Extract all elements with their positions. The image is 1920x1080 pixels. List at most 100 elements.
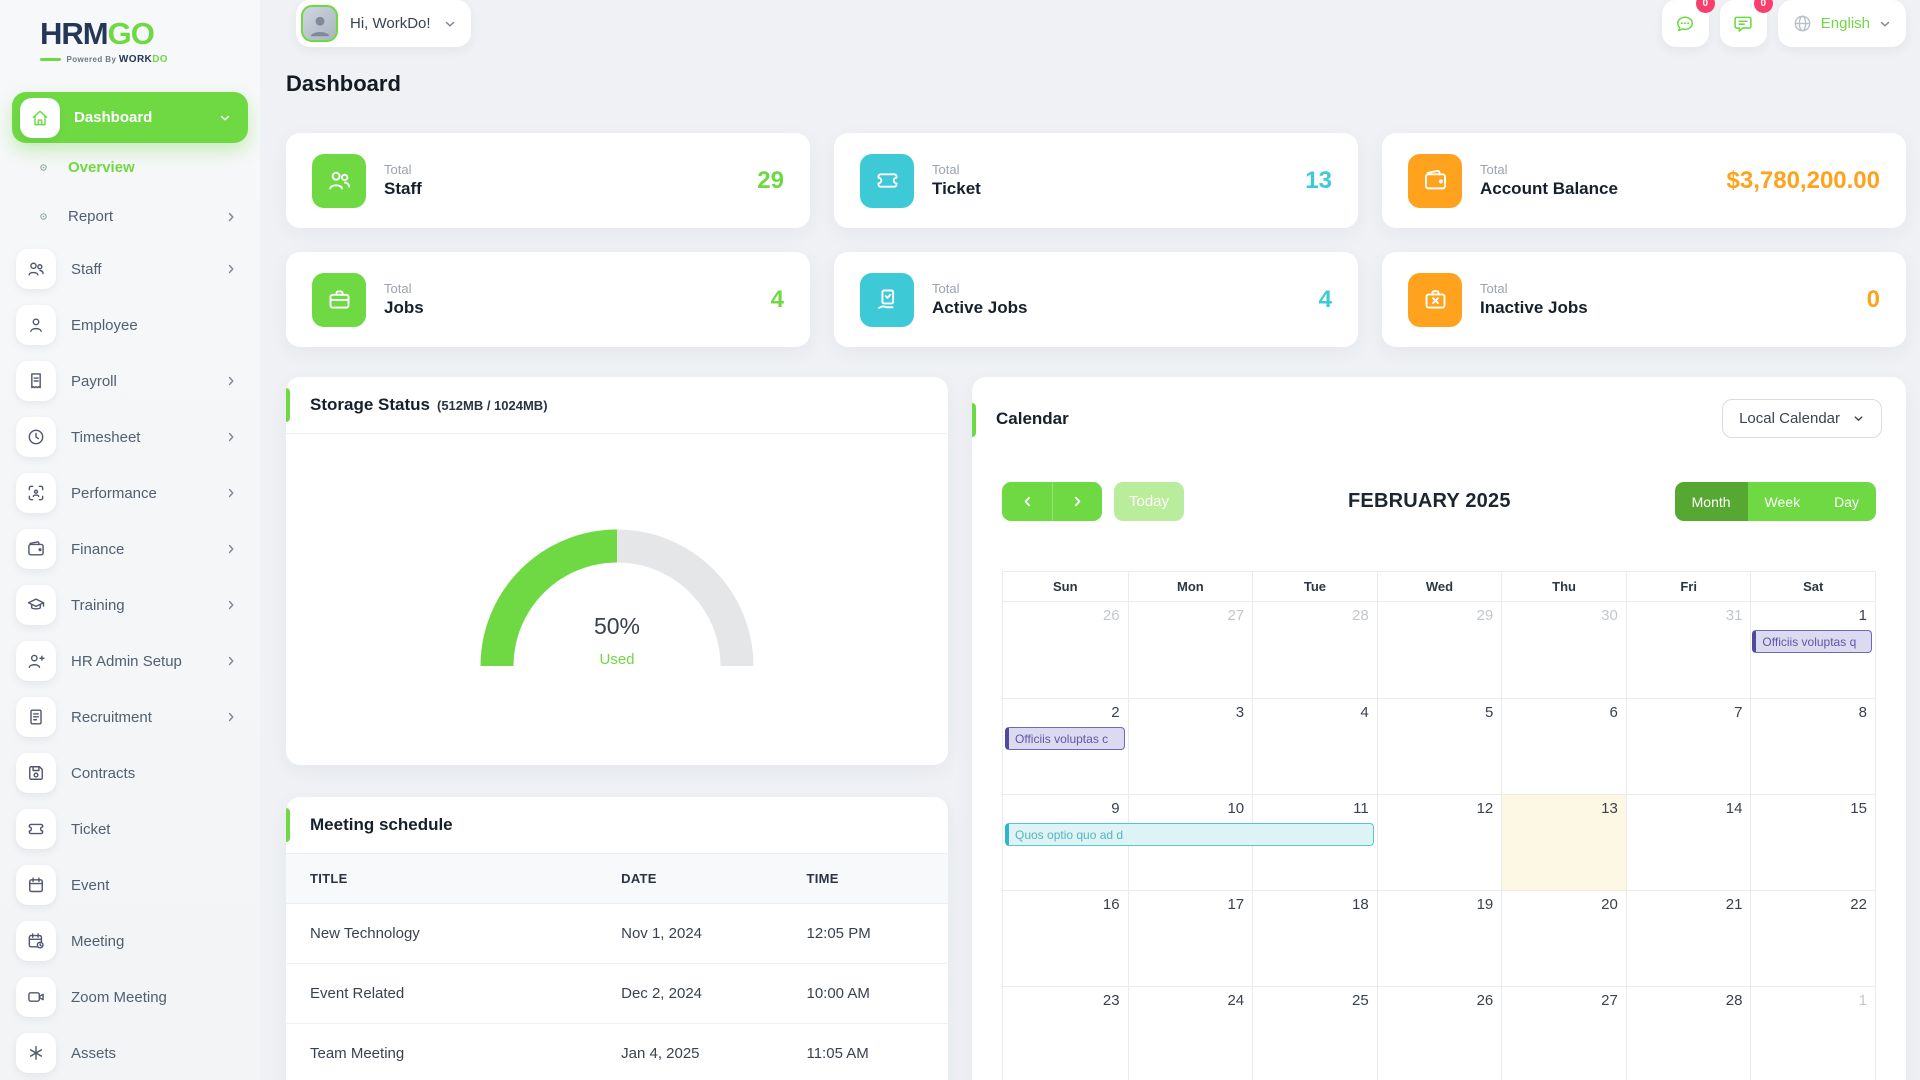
calendar-day-cell[interactable]: 17 xyxy=(1127,891,1253,986)
calendar-grid: Sun Mon Tue Wed Thu Fri Sat 26 27 28 29 30 31 1 Offic… xyxy=(1002,571,1876,1080)
calendar-day-cell[interactable]: 22 xyxy=(1750,891,1875,986)
calendar-day-cell[interactable]: 7 xyxy=(1625,699,1751,794)
calendar-icon xyxy=(16,865,56,905)
calendar-day-cell[interactable]: 25 xyxy=(1252,987,1377,1080)
calendar-day-cell[interactable]: 20 xyxy=(1501,891,1626,986)
sidebar-item-finance[interactable]: Finance xyxy=(12,521,248,577)
sidebar-item-timesheet[interactable]: Timesheet xyxy=(12,409,248,465)
main-area: Hi, WorkDo! 0 0 English Dashboard Total S… xyxy=(260,0,1920,1080)
calendar-day-cell[interactable]: 29 xyxy=(1376,602,1502,698)
sidebar-item-ticket[interactable]: Ticket xyxy=(12,801,248,857)
meeting-row: New Technology Nov 1, 2024 12:05 PM xyxy=(286,903,948,964)
calendar-day-cell[interactable]: 26 xyxy=(1376,987,1502,1080)
video-icon xyxy=(16,977,56,1017)
notifications-button[interactable]: 0 xyxy=(1719,0,1773,47)
calendar-day-cell[interactable]: 30 xyxy=(1501,602,1626,698)
stat-card-active-jobs: Total Active Jobs 4 xyxy=(834,252,1358,347)
calendar-day-cell[interactable]: 27 xyxy=(1127,602,1253,698)
stat-prefix: Total xyxy=(384,162,412,177)
calendar-day-cell[interactable]: 12 xyxy=(1376,795,1502,890)
calendar-today-button[interactable]: Today xyxy=(1114,482,1185,521)
calendar-day-cell[interactable]: 8 xyxy=(1750,699,1875,794)
calendar-day-cell[interactable]: 16 xyxy=(1102,896,1120,913)
meeting-schedule-card: Meeting schedule TITLE DATE TIME New Tec… xyxy=(286,797,948,1080)
storage-usage-label: (512MB / 1024MB) xyxy=(436,397,548,413)
meeting-time: 12:05 PM xyxy=(782,903,948,964)
gauge-percent-label: 50% xyxy=(594,613,640,639)
greeting-label: Hi, WorkDo! xyxy=(350,15,431,32)
notifications-badge: 0 xyxy=(1753,0,1773,13)
sidebar-item-dashboard[interactable]: Dashboard xyxy=(12,92,248,143)
calendar-day-cell[interactable]: 31 xyxy=(1625,602,1751,698)
calendar-day-cell[interactable]: 6 xyxy=(1501,699,1626,794)
calendar-day-cell[interactable]: 1 xyxy=(1750,602,1875,698)
stat-value: 13 xyxy=(1305,166,1332,194)
calendar-event[interactable]: Officiis voluptas c xyxy=(1005,727,1125,750)
stat-prefix: Total xyxy=(1480,281,1508,296)
calendar-day-cell[interactable]: 1 xyxy=(1750,987,1875,1080)
calendar-event[interactable]: Officiis voluptas q xyxy=(1752,630,1872,653)
app-logo[interactable]: HRMGO Powered By WORKDO xyxy=(0,0,260,78)
calendar-day-cell[interactable]: 28 xyxy=(1252,602,1377,698)
calendar-day-cell-today[interactable]: 13 xyxy=(1501,795,1626,890)
sidebar-item-zoom-meeting[interactable]: Zoom Meeting xyxy=(12,969,248,1025)
calendar-week-row: 23 24 25 26 27 28 1 xyxy=(1003,986,1875,1080)
sidebar-item-hr-admin-setup[interactable]: HR Admin Setup xyxy=(12,633,248,689)
calendar-day-header-sun: Sun xyxy=(1003,572,1128,602)
document-icon xyxy=(16,697,56,737)
user-menu[interactable]: Hi, WorkDo! xyxy=(296,0,471,47)
save-icon xyxy=(16,753,56,793)
globe-icon xyxy=(1792,13,1813,34)
language-selector[interactable]: English xyxy=(1777,0,1906,47)
calendar-day-cell[interactable]: 23 xyxy=(1102,992,1120,1009)
calendar-day-cell[interactable]: 19 xyxy=(1376,891,1502,986)
calendar-day-cell[interactable]: 3 xyxy=(1127,699,1253,794)
stat-value: 29 xyxy=(757,166,784,194)
calendar-day-cell[interactable]: 5 xyxy=(1376,699,1502,794)
sidebar-item-training[interactable]: Training xyxy=(12,577,248,633)
stat-value: 0 xyxy=(1866,285,1880,313)
calendar-day-cell[interactable]: 28 xyxy=(1625,987,1751,1080)
stat-prefix: Total xyxy=(384,281,412,296)
calendar-day-cell[interactable]: 15 xyxy=(1750,795,1875,890)
calendar-view-month-button[interactable]: Month xyxy=(1674,482,1748,521)
calendar-day-cell[interactable]: 26 xyxy=(1102,607,1120,624)
calendar-day-cell[interactable]: 4 xyxy=(1252,699,1377,794)
calendar-day-cell[interactable]: 18 xyxy=(1252,891,1377,986)
sidebar-item-staff[interactable]: Staff xyxy=(12,241,248,297)
receipt-icon xyxy=(16,361,56,401)
sidebar-item-overview[interactable]: Overview xyxy=(12,143,248,192)
sidebar-item-employee[interactable]: Employee xyxy=(12,297,248,353)
stat-card-account-balance: Total Account Balance $3,780,200.00 xyxy=(1382,133,1906,228)
meeting-date: Jan 4, 2025 xyxy=(597,1023,783,1080)
calendar-next-button[interactable] xyxy=(1052,482,1102,521)
sidebar-item-event[interactable]: Event xyxy=(12,857,248,913)
calendar-day-cell[interactable]: 21 xyxy=(1625,891,1751,986)
sidebar-item-contracts[interactable]: Contracts xyxy=(12,745,248,801)
calendar-day-cell[interactable]: 9 xyxy=(1111,800,1120,817)
wallet-icon xyxy=(16,529,56,569)
chevron-right-icon xyxy=(224,374,238,388)
calendar-event[interactable]: Quos optio quo ad d xyxy=(1005,823,1374,846)
sidebar-item-assets[interactable]: Assets xyxy=(12,1025,248,1080)
calendar-prev-button[interactable] xyxy=(1002,482,1052,521)
calendar-day-cell[interactable]: 14 xyxy=(1625,795,1751,890)
calendar-source-select[interactable]: Local Calendar xyxy=(1722,399,1882,438)
meeting-title: New Technology xyxy=(286,903,598,964)
calendar-view-day-button[interactable]: Day xyxy=(1817,482,1876,521)
calendar-day-cell[interactable]: 2 xyxy=(1111,704,1120,721)
sidebar-item-performance[interactable]: Performance xyxy=(12,465,248,521)
user-plus-icon xyxy=(16,641,56,681)
calendar-day-cell[interactable]: 27 xyxy=(1501,987,1626,1080)
calendar-day-cell[interactable]: 24 xyxy=(1127,987,1253,1080)
sidebar-item-recruitment[interactable]: Recruitment xyxy=(12,689,248,745)
sidebar-item-payroll[interactable]: Payroll xyxy=(12,353,248,409)
meeting-row: Event Related Dec 2, 2024 10:00 AM xyxy=(286,963,948,1024)
messenger-button[interactable]: 0 xyxy=(1661,0,1715,47)
chevron-right-icon xyxy=(224,486,238,500)
sidebar-item-report[interactable]: Report xyxy=(12,192,248,241)
calendar-view-week-button[interactable]: Week xyxy=(1747,482,1818,521)
sidebar-item-meeting[interactable]: Meeting xyxy=(12,913,248,969)
meeting-time: 10:00 AM xyxy=(782,963,948,1024)
meeting-date: Dec 2, 2024 xyxy=(597,963,783,1024)
